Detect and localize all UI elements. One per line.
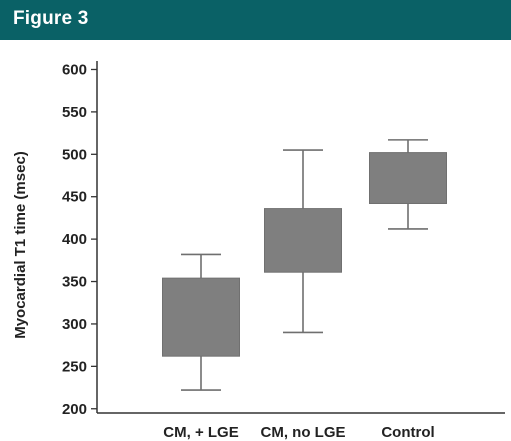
y-tick-label: 200 xyxy=(62,401,87,418)
y-tick-label: 550 xyxy=(62,104,87,121)
y-tick-label: 300 xyxy=(62,316,87,333)
y-axis-title: Myocardial T1 time (msec) xyxy=(12,151,29,339)
x-tick-label: Control xyxy=(381,424,434,441)
box-2 xyxy=(264,149,342,334)
x-tick-label: CM, no LGE xyxy=(261,424,346,441)
y-tick-label: 600 xyxy=(62,61,87,78)
y-tick-label: 500 xyxy=(62,146,87,163)
interquartile-box xyxy=(162,277,240,357)
interquartile-box xyxy=(264,208,342,273)
y-axis-ticks: 200 250 300 350 400 450 500 550 600 xyxy=(62,61,97,418)
box-1 xyxy=(162,253,240,391)
box-plot-series xyxy=(162,139,447,391)
y-tick-label: 350 xyxy=(62,274,87,291)
x-tick-label: CM, + LGE xyxy=(163,424,238,441)
y-tick-label: 450 xyxy=(62,189,87,206)
y-tick-label: 250 xyxy=(62,358,87,375)
interquartile-box xyxy=(369,152,447,204)
figure-header: Figure 3 xyxy=(0,0,511,40)
y-tick-label: 400 xyxy=(62,231,87,248)
figure-title: Figure 3 xyxy=(13,8,89,29)
box-3 xyxy=(369,139,447,230)
x-axis-tick-labels: CM, + LGE CM, no LGE Control xyxy=(163,424,434,441)
